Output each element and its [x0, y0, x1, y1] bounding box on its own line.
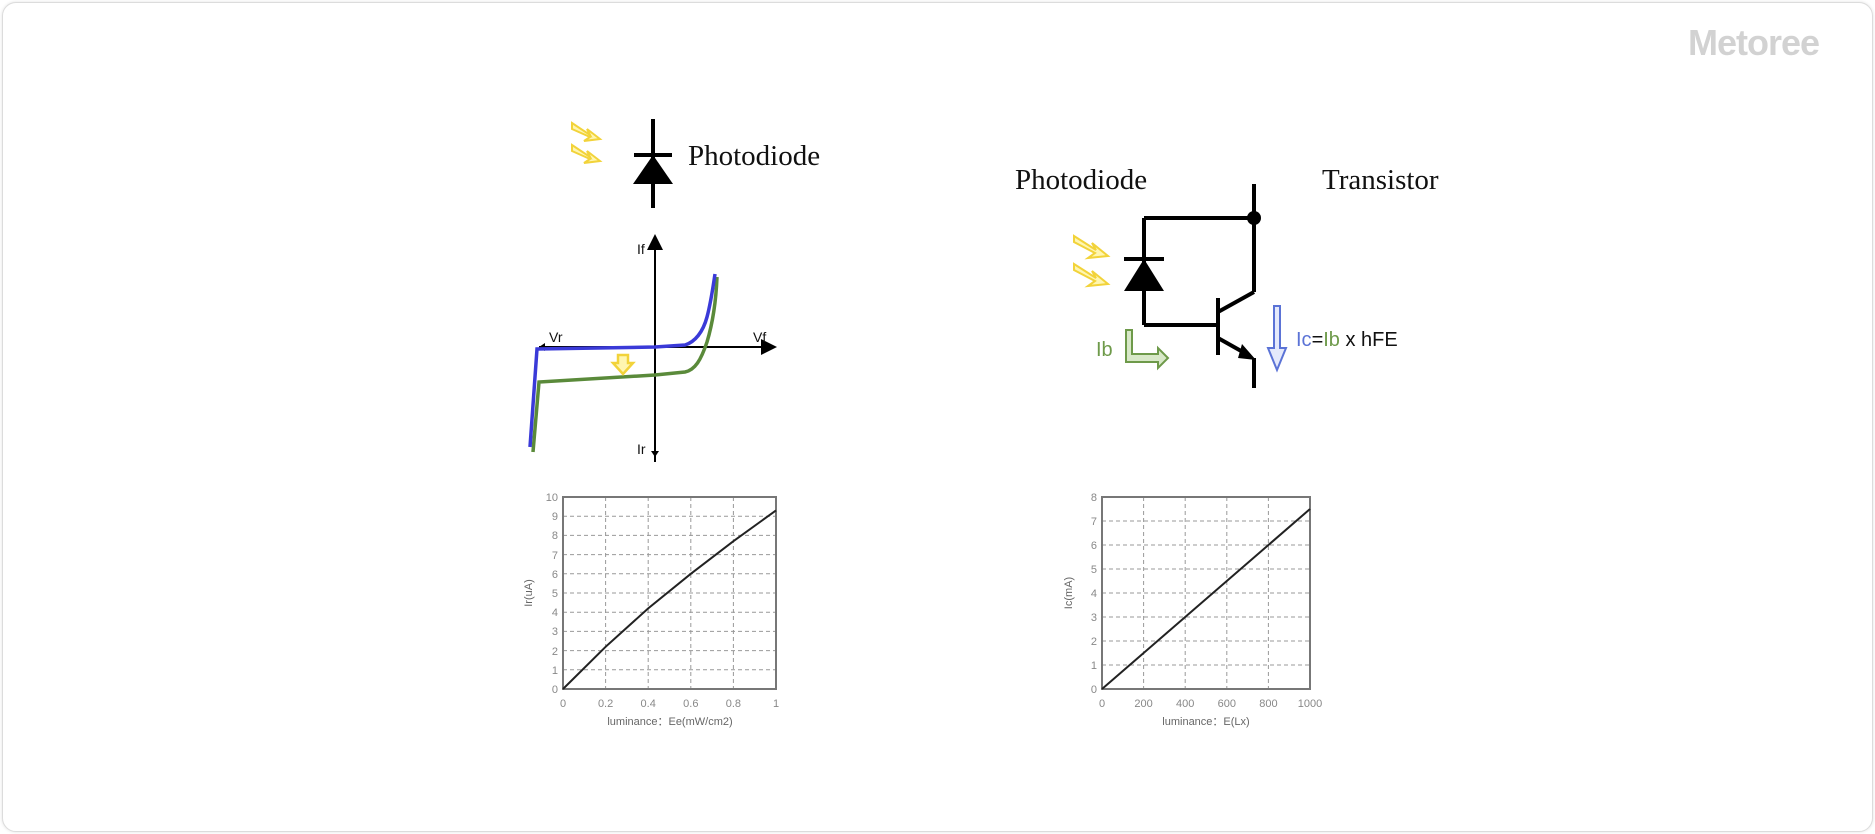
vr-label: Vr	[549, 329, 563, 345]
svg-text:8: 8	[1091, 492, 1097, 504]
svg-text:2: 2	[552, 646, 558, 658]
junction-dot	[1247, 211, 1261, 225]
ic-arrow-icon	[1266, 305, 1288, 373]
ir-luminance-chart: 0 1 2 3 4 5 6 7 8 9 10 0 0.2 0.4 0.6 0.8…	[523, 492, 779, 728]
x-axis-title: luminance：E(Lx)	[1162, 716, 1249, 728]
x-tick-labels: 0 0.2 0.4 0.6 0.8 1	[560, 698, 779, 710]
svg-text:5: 5	[1091, 564, 1097, 576]
ib-arrow-icon	[1125, 329, 1170, 371]
svg-text:7: 7	[1091, 516, 1097, 528]
svg-text:5: 5	[552, 588, 558, 600]
ic-formula: Ic=Ib x hFE	[1296, 329, 1398, 351]
svg-text:0: 0	[552, 684, 558, 696]
ir-series-line	[562, 509, 777, 690]
photodiode-symbol	[571, 119, 673, 208]
x-tick-labels: 0 200 400 600 800 1000	[1099, 698, 1322, 710]
phototransistor-circuit: Ib Ic=Ib x hFE	[1073, 184, 1398, 388]
svg-text:2: 2	[1091, 636, 1097, 648]
svg-text:200: 200	[1134, 698, 1152, 710]
svg-text:0: 0	[560, 698, 566, 710]
y-tick-labels: 0 1 2 3 4 5 6 7 8 9 10	[546, 492, 558, 696]
iv-characteristic-graph: If Ir Vr Vf	[528, 234, 777, 462]
ib-label: Ib	[1096, 339, 1113, 361]
svg-text:7: 7	[552, 550, 558, 562]
svg-text:0: 0	[1091, 684, 1097, 696]
circuit-diode-icon	[1124, 259, 1164, 291]
y-axis-title: Ir(uA)	[523, 579, 535, 607]
svg-text:10: 10	[546, 492, 558, 504]
vf-label: Vf	[753, 329, 766, 345]
svg-text:4: 4	[552, 607, 558, 619]
svg-text:6: 6	[1091, 540, 1097, 552]
svg-text:1: 1	[1091, 660, 1097, 672]
svg-text:600: 600	[1218, 698, 1236, 710]
circuit-light-arrows-icon	[1073, 234, 1111, 288]
svg-text:6: 6	[552, 569, 558, 581]
svg-text:0: 0	[1099, 698, 1105, 710]
svg-text:400: 400	[1176, 698, 1194, 710]
y-axis-title: Ic(mA)	[1063, 577, 1075, 609]
svg-text:0.4: 0.4	[641, 698, 656, 710]
svg-text:3: 3	[552, 626, 558, 638]
svg-text:0.2: 0.2	[598, 698, 613, 710]
svg-text:1000: 1000	[1298, 698, 1322, 710]
y-tick-labels: 0 1 2 3 4 5 6 7 8	[1091, 492, 1097, 696]
photodiode-label: Photodiode	[688, 140, 821, 172]
dark-curve	[528, 273, 717, 448]
shift-down-arrow-icon	[610, 353, 636, 376]
circuit-transistor-label: Transistor	[1322, 164, 1439, 196]
svg-text:4: 4	[1091, 588, 1097, 600]
illuminated-curve	[531, 276, 719, 453]
circuit-photodiode-label: Photodiode	[1015, 164, 1148, 196]
svg-text:800: 800	[1259, 698, 1277, 710]
svg-text:8: 8	[552, 530, 558, 542]
svg-text:0.8: 0.8	[726, 698, 741, 710]
if-label: If	[637, 241, 645, 257]
ic-luminance-chart: 0 1 2 3 4 5 6 7 8 0 200 400 600 800 1000…	[1063, 492, 1322, 728]
svg-text:1: 1	[773, 698, 779, 710]
grid	[1102, 497, 1310, 689]
ic-series-line	[1101, 508, 1311, 690]
x-axis-title: luminance：Ee(mW/cm2)	[607, 716, 732, 728]
plot-frame	[1101, 496, 1311, 690]
plot-frame	[562, 496, 777, 690]
svg-text:1: 1	[552, 665, 558, 677]
svg-text:9: 9	[552, 511, 558, 523]
metoree-logo: Metoree	[1688, 22, 1820, 63]
grid	[563, 497, 776, 689]
svg-text:3: 3	[1091, 612, 1097, 624]
svg-text:0.6: 0.6	[683, 698, 698, 710]
light-arrows-icon	[571, 121, 603, 164]
ir-label: Ir	[637, 441, 646, 457]
